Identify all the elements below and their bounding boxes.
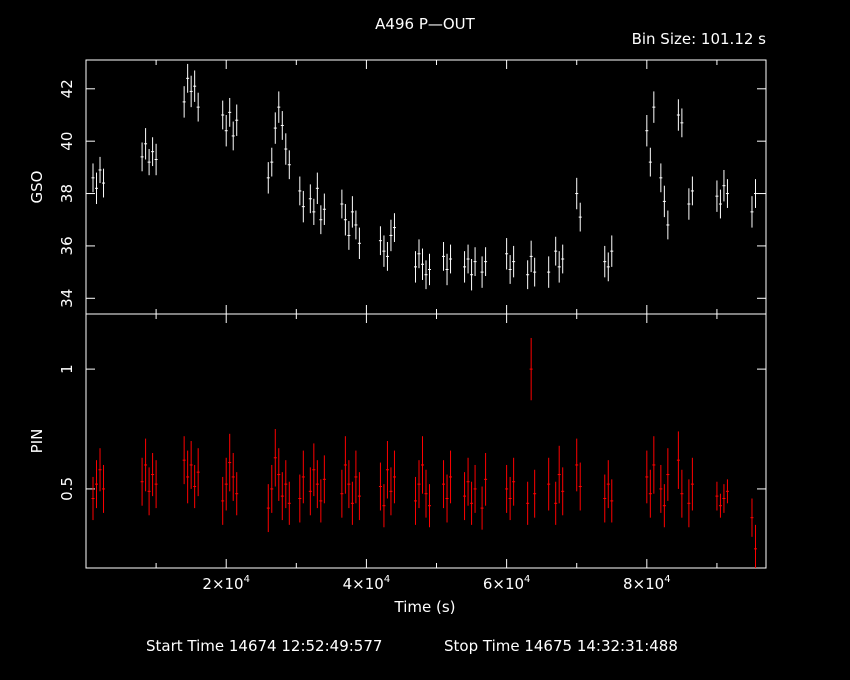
stop-time-label: Stop Time 14675 14:32:31:488 — [444, 637, 678, 655]
gso-data-points — [91, 63, 757, 291]
gso-ytick-label: 38 — [58, 184, 76, 203]
gso-ytick-label: 42 — [58, 79, 76, 98]
xtick-label: 2×104 — [202, 574, 250, 593]
pin-data-points — [91, 337, 757, 568]
xtick-label: 6×104 — [483, 574, 531, 593]
pin-plot-frame — [85, 313, 767, 569]
pin-panel: PIN 0.5 1 — [28, 313, 767, 569]
pin-ytick-label: 0.5 — [58, 477, 76, 501]
xtick-label: 8×104 — [623, 574, 671, 593]
gso-panel: GSO 34 36 38 40 42 — [28, 59, 767, 315]
gso-ylabel: GSO — [28, 171, 46, 204]
gso-ytick-label: 34 — [58, 289, 76, 308]
pin-ytick-label: 1 — [58, 364, 76, 374]
x-axis-label: Time (s) — [394, 598, 456, 616]
gso-ytick-label: 36 — [58, 236, 76, 255]
pin-ylabel: PIN — [28, 429, 46, 454]
xtick-label: 4×104 — [343, 574, 391, 593]
start-time-label: Start Time 14674 12:52:49:577 — [146, 637, 382, 655]
bin-size-label: Bin Size: 101.12 s — [632, 30, 767, 48]
gso-ytick-label: 40 — [58, 132, 76, 151]
chart-title: A496 P—OUT — [375, 15, 475, 33]
